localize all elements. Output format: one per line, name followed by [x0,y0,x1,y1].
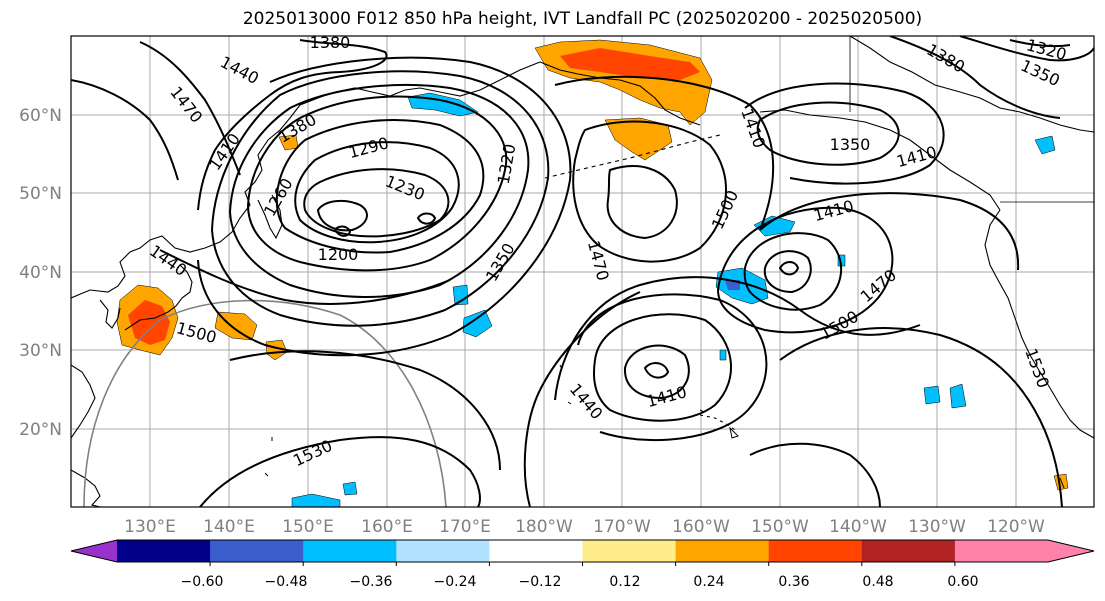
coast-na-west [984,209,1094,439]
colorbar [70,539,1095,563]
lon-label: 170°E [439,517,491,537]
coast-asia-east [71,61,541,299]
coast-hawaii [699,414,739,433]
colorbar-segment [210,540,304,562]
lon-label: 140°W [829,517,887,537]
ivt-strong-alaska [560,48,700,80]
contour-label: 1350 [830,135,871,154]
colorbar-outline [70,539,1095,563]
colorbar-tick-label: −0.36 [350,574,393,590]
ivt-negative-9 [291,493,341,507]
colorbar-arrow-right [1048,540,1094,562]
graticule [71,36,1094,507]
lon-label: 160°W [672,517,730,537]
ivt-positive-aleutian [604,117,673,161]
lat-label-50n: 50°N [19,184,62,204]
coast-canada-north [849,36,1094,133]
contour-label: 1200 [318,245,359,264]
lon-label: 150°W [751,517,809,537]
colorbar-arrow-left [71,540,117,562]
colorbar-tick-label: −0.48 [265,574,308,590]
colorbar-tick-label: 0.12 [609,574,640,590]
colorbar-segment [117,540,211,562]
ivt-negative-11 [719,349,727,361]
lat-label-40n: 40°N [19,263,62,283]
lon-label: 130°E [124,517,176,537]
coast-japan [124,264,193,331]
islands [264,364,1065,489]
colorbar-tick-label: 0.60 [947,574,978,590]
coast-philippines [71,469,101,507]
ivt-negative-7 [923,385,941,405]
colorbar-segment [303,540,397,562]
lat-label-60n: 60°N [19,106,62,126]
map-frame [70,35,1095,508]
lon-label: 180°W [515,517,573,537]
colorbar-tick-label: −0.12 [519,574,562,590]
height-contours [71,36,1094,507]
lon-label: 150°E [282,517,334,537]
lon-label: 160°E [361,517,413,537]
colorbar-tick-label: −0.60 [181,574,224,590]
coast-korea [99,299,121,329]
coast-alaska-south [759,109,1001,211]
ivt-negative-5 [462,309,493,338]
colorbar-segment [396,540,490,562]
colorbar-segment [582,540,677,562]
lat-label-30n: 30°N [19,341,62,361]
colorbar-tick-label: 0.48 [862,574,893,590]
colorbar-tick-label: 0.36 [778,574,809,590]
lon-label: 120°W [987,517,1045,537]
coast-china-south [71,364,96,439]
ivt-strong-japan [128,300,170,345]
colorbar-segment [489,540,583,562]
contour-label: 1380 [310,33,351,52]
lon-label: 140°E [203,517,255,537]
latitude-labels: 20°N 30°N 40°N 50°N 60°N [19,106,62,440]
lon-label: 170°W [593,517,651,537]
ivt-negative-6 [1034,135,1056,155]
colorbar-tick-label: −0.24 [434,574,477,590]
ivt-negative-8 [949,383,967,409]
coast-alaska-west [539,61,701,126]
colorbar-segment [954,540,1049,562]
colorbar-segment [675,540,770,562]
lon-label: 130°W [908,517,966,537]
colorbar-ticks: −0.60 −0.48 −0.36 −0.24 −0.12 0.12 0.24 … [181,562,979,590]
ivt-negative-10 [342,481,358,496]
colorbar-segment [768,540,863,562]
colorbar-segment [861,540,956,562]
lat-label-20n: 20°N [19,420,62,440]
colorbar-tick-label: 0.24 [693,574,724,590]
longitude-labels: 130°E 140°E 150°E 160°E 170°E 180°W 170°… [124,517,1045,537]
map-title: 2025013000 F012 850 hPa height, IVT Land… [242,9,923,29]
ivt-positive-small1 [265,339,288,361]
coast-kamchatka [257,194,283,240]
